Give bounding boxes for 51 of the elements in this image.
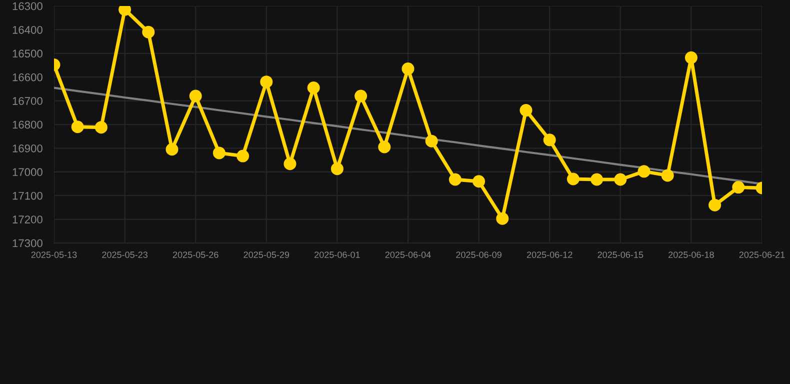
point	[732, 181, 745, 194]
point	[378, 140, 391, 154]
y-tick-label: 17200	[12, 216, 42, 224]
y-tick-label: 16900	[12, 144, 42, 152]
point	[166, 143, 178, 156]
point	[638, 165, 650, 178]
y-tick-label: 16700	[12, 97, 42, 105]
point	[402, 62, 414, 76]
x-tick-label: 2025-06-12	[526, 252, 572, 258]
x-tick-label: 2025-05-13	[31, 252, 77, 258]
y-tick-label: 17300	[12, 239, 42, 248]
point	[661, 169, 674, 182]
x-tick-label: 2025-06-18	[668, 252, 714, 258]
y-tick-label: 16300	[12, 2, 42, 10]
x-tick-label: 2025-06-01	[314, 252, 360, 258]
y-tick-label: 16500	[12, 50, 42, 58]
point	[543, 134, 556, 146]
point	[566, 172, 580, 186]
x-tick-label: 2025-06-15	[598, 252, 644, 258]
point	[496, 212, 509, 225]
x-tick-label: 2025-06-21	[739, 252, 785, 258]
point	[472, 175, 486, 188]
point	[212, 146, 226, 160]
point	[118, 6, 132, 16]
point	[590, 173, 604, 186]
point	[307, 82, 320, 94]
y-tick-label: 16400	[12, 26, 42, 34]
point	[71, 120, 84, 134]
y-tick-label: 16800	[12, 120, 42, 129]
point	[260, 76, 273, 88]
point	[189, 90, 202, 102]
point	[284, 158, 296, 170]
y-tick-label: 16600	[12, 73, 42, 82]
x-tick-label: 2025-05-23	[102, 252, 148, 258]
point	[142, 26, 155, 38]
point	[236, 150, 250, 162]
point	[684, 51, 698, 64]
y-tick-label: 17000	[12, 168, 42, 176]
point	[520, 104, 532, 117]
point	[614, 173, 627, 186]
x-tick-label: 2025-05-26	[172, 252, 218, 258]
point	[708, 198, 722, 212]
y-tick-label: 17100	[12, 192, 42, 200]
point	[448, 173, 462, 186]
point	[354, 90, 368, 102]
point	[94, 121, 108, 134]
x-tick-label: 2025-06-09	[456, 252, 502, 258]
x-tick-label: 2025-05-29	[244, 252, 290, 258]
point	[425, 134, 438, 148]
x-tick-label: 2025-06-04	[385, 252, 431, 258]
point	[330, 162, 344, 176]
